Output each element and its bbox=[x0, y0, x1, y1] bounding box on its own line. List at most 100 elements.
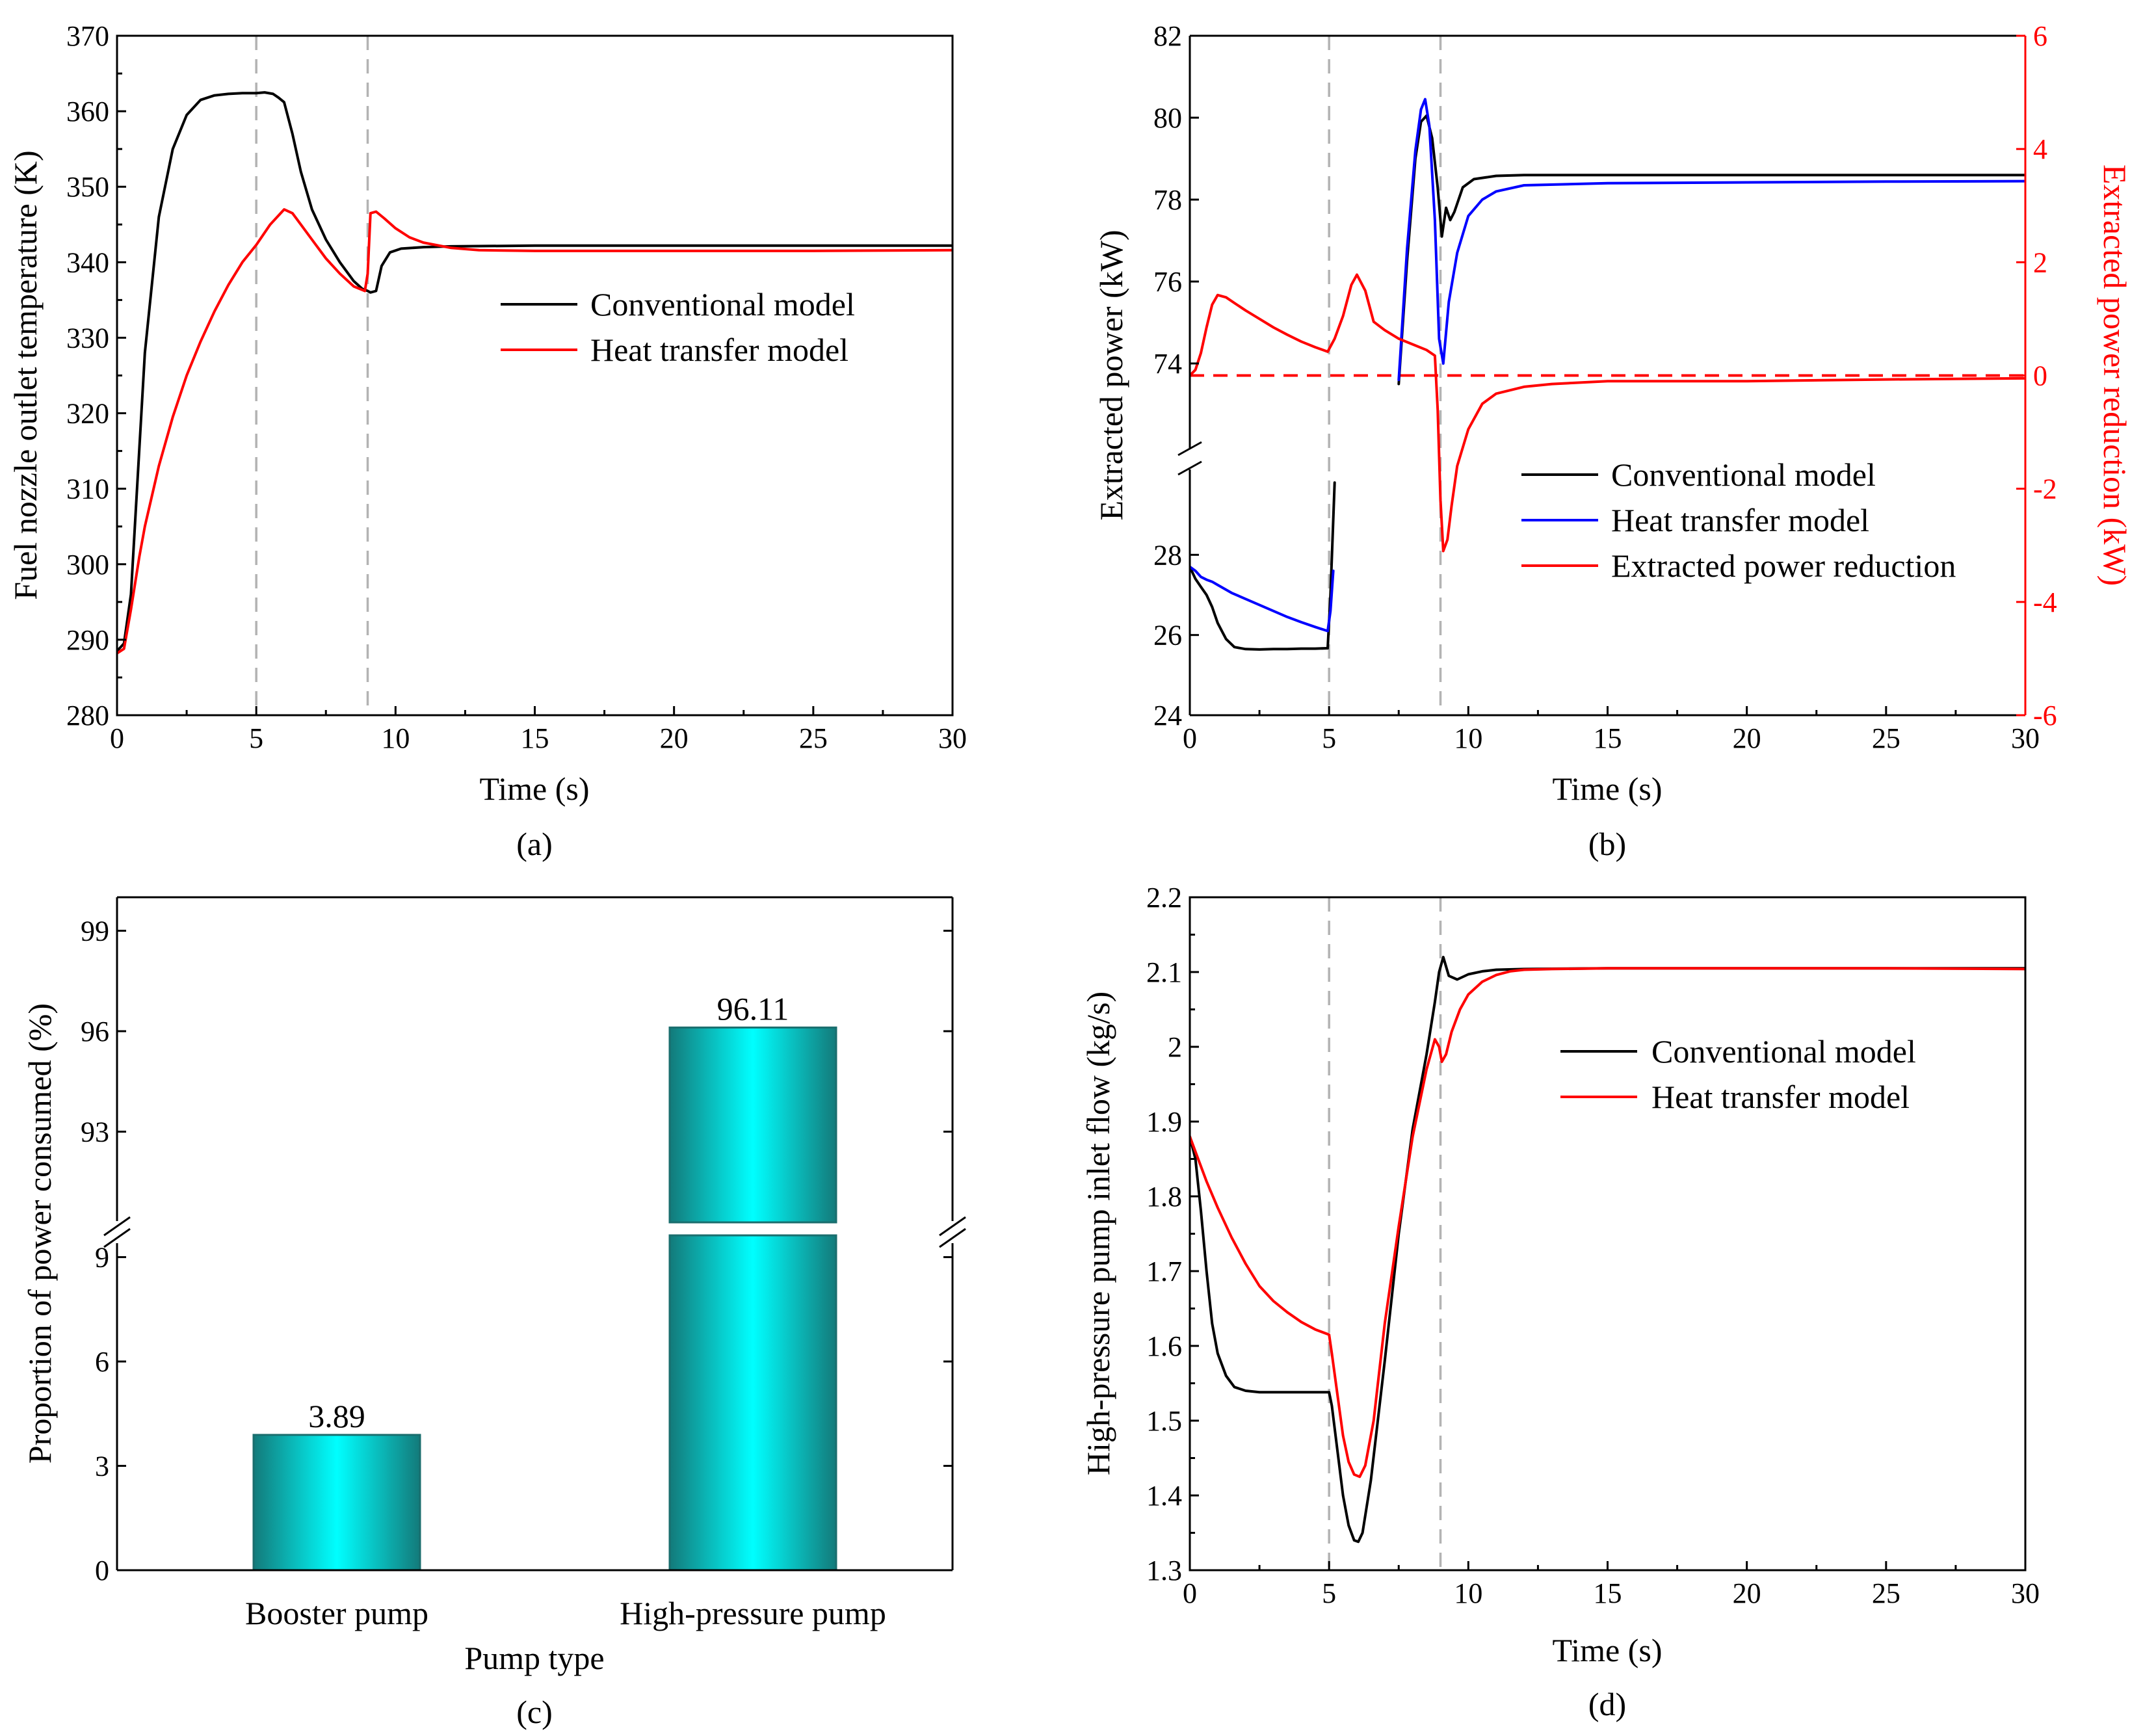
d-x-tick-label: 30 bbox=[2011, 1577, 2040, 1609]
d-y-tick-label: 1.3 bbox=[1146, 1555, 1182, 1586]
d-y-tick-label: 1.8 bbox=[1146, 1181, 1182, 1213]
a-y-axis: 280 290 300 310 320 330 340 350 360 370 bbox=[66, 20, 126, 731]
b-y-upper-tick-label: 82 bbox=[1153, 20, 1182, 52]
a-y-tick-label: 370 bbox=[66, 20, 109, 52]
d-x-tick-label: 10 bbox=[1454, 1577, 1482, 1609]
d-x-tick-label: 25 bbox=[1872, 1577, 1900, 1609]
b-y-axis-label-left: Extracted power (kW) bbox=[1093, 230, 1129, 521]
c-axis-break-mark-left bbox=[103, 1216, 131, 1237]
a-y-tick-label: 280 bbox=[66, 700, 109, 731]
c-bar-value-label: 96.11 bbox=[717, 990, 789, 1027]
c-y-lower-tick-label: 9 bbox=[95, 1242, 109, 1274]
b-y-right-tick-label: -4 bbox=[2033, 586, 2057, 618]
b-x-axis-label: Time (s) bbox=[1552, 770, 1662, 807]
d-y-tick-label: 1.5 bbox=[1146, 1405, 1182, 1437]
a-series-heat-transfer-line bbox=[117, 208, 953, 655]
d-y-tick-label: 1.6 bbox=[1146, 1330, 1182, 1362]
a-x-axis-label: Time (s) bbox=[479, 770, 589, 807]
b-y-lower-tick-label: 24 bbox=[1153, 700, 1182, 731]
a-x-tick-label: 10 bbox=[381, 722, 410, 754]
d-legend-label-heat-transfer: Heat transfer model bbox=[1651, 1079, 1910, 1115]
b-y-right-tick-label: 6 bbox=[2033, 20, 2047, 52]
d-y-tick-label: 2 bbox=[1168, 1031, 1182, 1063]
b-series bbox=[1190, 98, 2025, 651]
d-x-axis: 0 5 10 15 20 25 30 bbox=[1183, 1561, 2040, 1609]
b-series-heat-transfer-line-segment-0 bbox=[1190, 565, 1329, 633]
a-y-tick-label: 330 bbox=[66, 322, 109, 354]
c-category-label-booster: Booster pump bbox=[245, 1595, 428, 1631]
b-y-upper-tick-label: 78 bbox=[1153, 184, 1182, 216]
d-x-tick-label: 20 bbox=[1733, 1577, 1761, 1609]
a-reference-lines bbox=[255, 36, 369, 715]
b-x-tick-label: 15 bbox=[1594, 722, 1622, 754]
b-x-tick-label: 25 bbox=[1872, 722, 1900, 754]
a-legend: Conventional model Heat transfer model bbox=[501, 286, 855, 368]
d-y-tick-label: 1.9 bbox=[1146, 1106, 1182, 1138]
c-bar-value-label: 3.89 bbox=[308, 1398, 365, 1434]
a-y-tick-label: 340 bbox=[66, 246, 109, 278]
d-legend-label-conventional: Conventional model bbox=[1651, 1033, 1916, 1070]
b-x-tick-label: 10 bbox=[1454, 722, 1482, 754]
b-legend: Conventional model Heat transfer model E… bbox=[1521, 456, 1956, 584]
a-x-tick-label: 25 bbox=[799, 722, 828, 754]
b-series-reduction-line-segment-0 bbox=[1190, 273, 2025, 553]
b-y-upper-tick-label: 80 bbox=[1153, 102, 1182, 134]
d-x-tick-label: 0 bbox=[1183, 1577, 1197, 1609]
b-legend-label-reduction: Extracted power reduction bbox=[1611, 547, 1956, 584]
b-axis-break-mark-2 bbox=[1177, 460, 1202, 476]
a-series-conventional-line bbox=[117, 91, 953, 653]
b-x-tick-label: 0 bbox=[1183, 722, 1197, 754]
a-y-tick-label: 320 bbox=[66, 398, 109, 430]
a-x-tick-label: 20 bbox=[660, 722, 689, 754]
c-y-lower-tick-label: 3 bbox=[95, 1451, 109, 1482]
b-y-axis-label-right: Extracted power reduction (kW) bbox=[2097, 164, 2130, 586]
b-y-right-tick-label: 4 bbox=[2033, 133, 2047, 165]
a-y-axis-label: Fuel nozzle outlet temperature (K) bbox=[7, 150, 44, 599]
b-y-lower-tick-label: 26 bbox=[1153, 620, 1182, 651]
b-y-right-tick-label: 0 bbox=[2033, 360, 2047, 392]
a-x-axis: 0 5 10 15 20 25 30 bbox=[110, 706, 967, 754]
a-x-tick-label: 5 bbox=[249, 722, 263, 754]
a-y-tick-label: 290 bbox=[66, 624, 109, 656]
a-y-tick-label: 300 bbox=[66, 549, 109, 581]
b-y-upper-tick-label: 76 bbox=[1153, 266, 1182, 298]
a-legend-label-heat-transfer: Heat transfer model bbox=[590, 332, 848, 368]
panel-c: 3.89 96.11 0 3 6 9 93 96 99 Booster pump High-p… bbox=[21, 896, 966, 1730]
a-y-tick-label: 350 bbox=[66, 171, 109, 203]
c-bar-booster-pump bbox=[252, 1434, 421, 1572]
c-category-label-high-pressure: High-pressure pump bbox=[620, 1595, 886, 1631]
b-y-axis-right: -6 -4 -2 0 2 4 6 bbox=[2016, 20, 2057, 731]
a-x-tick-label: 30 bbox=[938, 722, 967, 754]
d-x-tick-label: 15 bbox=[1594, 1577, 1622, 1609]
a-plot-frame bbox=[116, 34, 954, 717]
a-series bbox=[117, 91, 953, 655]
d-x-tick-label: 5 bbox=[1322, 1577, 1336, 1609]
d-caption: (d) bbox=[1588, 1686, 1626, 1722]
b-x-tick-label: 20 bbox=[1733, 722, 1761, 754]
c-bar-high-pressure-pump-lower bbox=[668, 1234, 837, 1572]
b-series-conventional-line-segment-2 bbox=[1397, 114, 2025, 386]
panel-d: 0 5 10 15 20 25 30 1.3 1.4 1.5 1.6 1.7 1.8 1.9 2 2.1 2.… bbox=[1080, 882, 2040, 1722]
d-y-axis: 1.3 1.4 1.5 1.6 1.7 1.8 1.9 2 2.1 2.2 bbox=[1146, 882, 1199, 1586]
a-x-tick-label: 0 bbox=[110, 722, 124, 754]
c-y-axis-label: Proportion of power consumed (%) bbox=[21, 1003, 58, 1464]
d-y-tick-label: 1.4 bbox=[1146, 1480, 1182, 1512]
c-bars: 3.89 96.11 bbox=[252, 990, 837, 1572]
b-y-lower-tick-label: 28 bbox=[1153, 539, 1182, 571]
b-y-right-tick-label: -6 bbox=[2033, 700, 2057, 731]
c-plot-frame bbox=[103, 896, 966, 1572]
c-y-upper-tick-label: 99 bbox=[81, 915, 109, 947]
a-y-tick-label: 360 bbox=[66, 96, 109, 127]
a-x-tick-label: 15 bbox=[521, 722, 549, 754]
c-bar-high-pressure-pump-upper bbox=[668, 1026, 837, 1224]
c-y-lower-tick-label: 6 bbox=[95, 1346, 109, 1378]
d-y-tick-label: 2.2 bbox=[1146, 882, 1182, 914]
d-series-heat-transfer-line bbox=[1190, 967, 2025, 1479]
c-y-upper-tick-label: 93 bbox=[81, 1116, 109, 1148]
b-y-upper-tick-label: 74 bbox=[1153, 348, 1182, 380]
c-axis-break-mark-right bbox=[939, 1216, 966, 1237]
b-caption: (b) bbox=[1588, 826, 1626, 862]
b-x-tick-label: 30 bbox=[2011, 722, 2040, 754]
